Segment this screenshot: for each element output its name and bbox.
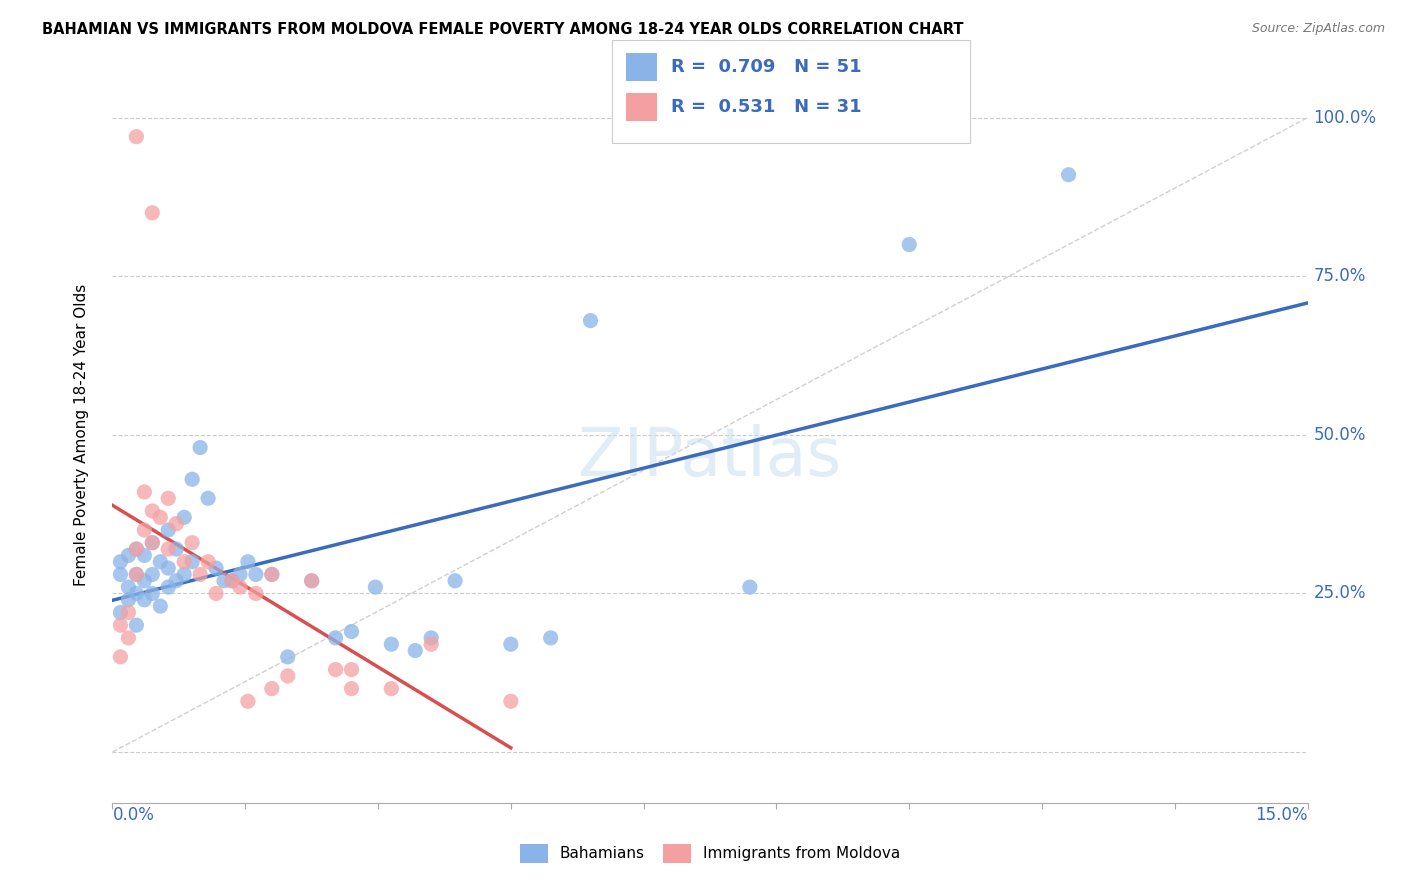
Point: [738, 580, 761, 594]
Point: [117, 549, 139, 563]
Point: [540, 631, 562, 645]
Point: [134, 485, 156, 500]
Point: [404, 643, 426, 657]
Point: [444, 574, 467, 588]
Point: [188, 567, 211, 582]
Point: [212, 574, 235, 588]
Point: [157, 580, 180, 594]
Point: [149, 555, 172, 569]
Point: [117, 592, 139, 607]
Point: [110, 618, 132, 632]
Point: [245, 567, 267, 582]
Point: [117, 606, 139, 620]
Point: [579, 313, 602, 327]
Point: [134, 592, 156, 607]
Point: [340, 663, 363, 677]
Point: [173, 555, 195, 569]
Point: [205, 561, 228, 575]
Point: [110, 649, 132, 664]
Point: [236, 555, 259, 569]
Point: [173, 567, 195, 582]
Text: 50.0%: 50.0%: [1313, 425, 1367, 444]
Point: [499, 694, 522, 708]
Point: [157, 561, 180, 575]
Point: [173, 510, 195, 524]
Point: [229, 567, 252, 582]
Point: [165, 542, 187, 557]
Point: [245, 586, 267, 600]
Point: [221, 574, 243, 588]
Point: [420, 637, 443, 651]
Point: [125, 586, 148, 600]
Point: [380, 681, 402, 696]
Point: [229, 580, 252, 594]
Point: [134, 549, 156, 563]
Point: [125, 567, 148, 582]
Point: [134, 523, 156, 537]
Point: [165, 516, 187, 531]
Text: 75.0%: 75.0%: [1313, 268, 1367, 285]
Text: 0.0%: 0.0%: [112, 806, 155, 824]
Point: [181, 535, 204, 549]
Point: [125, 618, 148, 632]
Point: [117, 580, 139, 594]
Point: [325, 631, 347, 645]
Point: [420, 631, 443, 645]
Text: 15.0%: 15.0%: [1256, 806, 1308, 824]
Point: [125, 129, 148, 144]
Point: [134, 574, 156, 588]
Point: [236, 694, 259, 708]
Point: [125, 542, 148, 557]
Point: [325, 663, 347, 677]
Point: [125, 542, 148, 557]
Point: [898, 237, 921, 252]
Point: [260, 567, 283, 582]
Text: BAHAMIAN VS IMMIGRANTS FROM MOLDOVA FEMALE POVERTY AMONG 18-24 YEAR OLDS CORRELA: BAHAMIAN VS IMMIGRANTS FROM MOLDOVA FEMA…: [42, 22, 963, 37]
Point: [340, 624, 363, 639]
Text: Source: ZipAtlas.com: Source: ZipAtlas.com: [1251, 22, 1385, 36]
Point: [197, 491, 219, 506]
Point: [117, 631, 139, 645]
Point: [277, 649, 299, 664]
Point: [205, 586, 228, 600]
Point: [110, 567, 132, 582]
Point: [141, 504, 163, 518]
Point: [141, 206, 163, 220]
Text: R =  0.531   N = 31: R = 0.531 N = 31: [671, 98, 862, 116]
Point: [149, 510, 172, 524]
Point: [188, 441, 211, 455]
Point: [340, 681, 363, 696]
Point: [110, 555, 132, 569]
Point: [125, 567, 148, 582]
Text: R =  0.709   N = 51: R = 0.709 N = 51: [671, 58, 862, 76]
Point: [157, 523, 180, 537]
Point: [181, 472, 204, 486]
Point: [260, 681, 283, 696]
Legend: Bahamians, Immigrants from Moldova: Bahamians, Immigrants from Moldova: [515, 838, 905, 869]
Point: [141, 535, 163, 549]
Point: [157, 491, 180, 506]
Point: [157, 542, 180, 557]
Text: ZIPatlas: ZIPatlas: [578, 424, 842, 490]
Point: [149, 599, 172, 614]
Point: [499, 637, 522, 651]
Point: [260, 567, 283, 582]
Point: [141, 586, 163, 600]
Y-axis label: Female Poverty Among 18-24 Year Olds: Female Poverty Among 18-24 Year Olds: [75, 284, 89, 586]
Point: [301, 574, 323, 588]
Point: [197, 555, 219, 569]
Point: [141, 567, 163, 582]
Point: [221, 574, 243, 588]
Point: [141, 535, 163, 549]
Point: [110, 606, 132, 620]
Point: [364, 580, 387, 594]
Point: [277, 669, 299, 683]
Point: [1057, 168, 1080, 182]
Point: [301, 574, 323, 588]
Point: [181, 555, 204, 569]
Text: 100.0%: 100.0%: [1313, 109, 1376, 127]
Point: [380, 637, 402, 651]
Text: 25.0%: 25.0%: [1313, 584, 1367, 602]
Point: [165, 574, 187, 588]
